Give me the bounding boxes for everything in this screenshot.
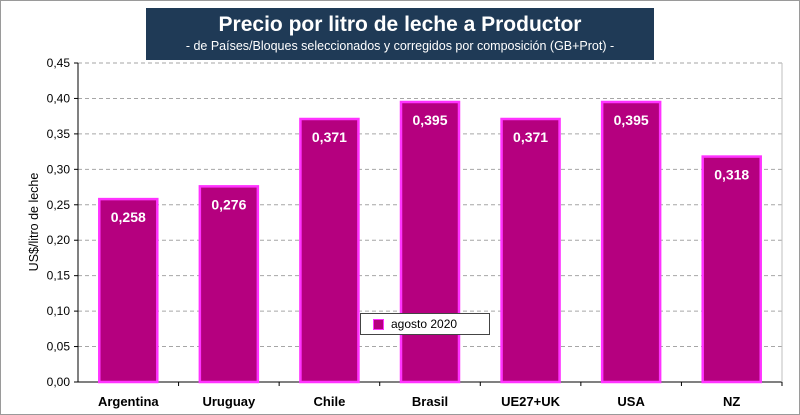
y-tick-label: 0,45 [47, 56, 71, 70]
bar [399, 100, 461, 384]
data-label: 0,371 [513, 129, 548, 145]
y-tick-label: 0,35 [47, 127, 71, 141]
bar [701, 155, 762, 384]
x-category-label: Argentina [98, 394, 159, 409]
y-tick-label: 0,00 [47, 375, 71, 389]
data-label: 0,276 [211, 196, 246, 212]
x-category-label: NZ [723, 394, 740, 409]
chart-title-box: Precio por litro de leche a Productor - … [146, 8, 654, 60]
y-tick-label: 0,05 [47, 340, 71, 354]
legend-label: agosto 2020 [391, 317, 458, 331]
data-label: 0,258 [111, 209, 146, 225]
data-label: 0,395 [614, 112, 649, 128]
bar [198, 185, 260, 384]
data-label: 0,371 [312, 129, 347, 145]
legend-swatch [373, 318, 384, 330]
y-tick-label: 0,40 [47, 91, 71, 105]
x-category-label: Chile [314, 394, 346, 409]
y-tick-labels: 0,00 0,05 0,10 0,15 0,20 0,25 0,30 0,35 0,40 0,45 [47, 56, 71, 389]
x-category-labels: Argentina Uruguay Chile Brasil UE27+UK USA NZ [98, 394, 740, 409]
data-label: 0,318 [714, 167, 749, 183]
chart-subtitle: - de Países/Bloques seleccionados y corr… [185, 39, 615, 53]
bar [299, 117, 360, 384]
y-tick-label: 0,20 [47, 233, 71, 247]
data-label: 0,395 [412, 112, 447, 128]
x-category-label: Brasil [412, 394, 448, 409]
bar [500, 117, 561, 384]
x-category-label: UE27+UK [501, 394, 560, 409]
y-axis-label: US$/litro de leche [27, 173, 41, 272]
y-tick-label: 0,10 [47, 304, 71, 318]
x-category-label: USA [617, 394, 645, 409]
x-category-label: Uruguay [202, 394, 256, 409]
bar [98, 197, 159, 384]
y-tick-label: 0,25 [47, 198, 71, 212]
y-tick-label: 0,30 [47, 162, 71, 176]
chart-title: Precio por litro de leche a Productor [218, 13, 582, 36]
y-tick-label: 0,15 [47, 269, 71, 283]
bars [98, 100, 762, 384]
legend: agosto 2020 [360, 313, 490, 335]
bar [600, 100, 662, 384]
data-labels: 0,258 0,276 0,371 0,395 0,371 0,395 0,318 [111, 112, 750, 225]
